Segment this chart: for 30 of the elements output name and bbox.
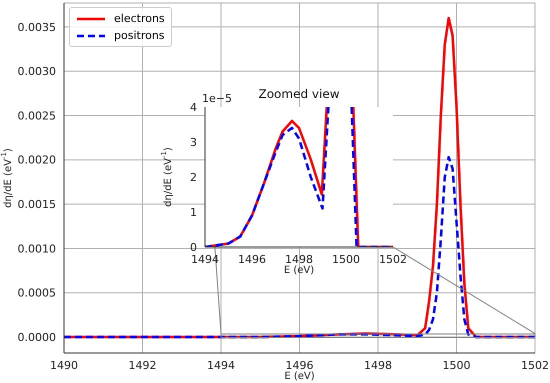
- x-axis-title: E (eV): [284, 370, 315, 382]
- y-tick-label: 0.0010: [18, 242, 56, 256]
- y-tick-label: 0.0015: [18, 198, 56, 212]
- x-tick-label: 1498: [364, 358, 392, 372]
- y-tick-label: 0.0030: [18, 65, 56, 78]
- y-tick-label: 0.0035: [18, 20, 56, 34]
- x-tick-label: 1496: [238, 252, 266, 266]
- y-tick-label: 1: [190, 206, 197, 219]
- annotation: 1e−5: [202, 92, 232, 105]
- x-tick-label: 1496: [286, 358, 314, 372]
- x-tick-label: 1494: [207, 358, 235, 372]
- legend-label: positrons: [114, 29, 165, 42]
- x-tick-label: 1502: [379, 252, 407, 266]
- y-tick-label: 3: [190, 136, 197, 149]
- x-tick-label: 1492: [128, 358, 156, 372]
- y-tick-label: 0.0005: [18, 286, 56, 300]
- x-axis-title: E (eV): [284, 264, 314, 276]
- x-tick-label: 1498: [285, 252, 313, 266]
- y-tick-label: 2: [190, 170, 197, 184]
- x-tick-label: 1502: [521, 358, 549, 372]
- y-tick-label: 4: [190, 100, 197, 114]
- x-tick-label: 1500: [332, 252, 360, 266]
- y-tick-label: 0.0020: [18, 154, 56, 167]
- chart-title: Zoomed view: [258, 87, 340, 101]
- y-tick-label: 0: [190, 240, 197, 254]
- x-tick-label: 1490: [50, 358, 78, 372]
- x-tick-label: 1500: [442, 358, 470, 372]
- legend-label: electrons: [114, 12, 165, 25]
- y-tick-label: 0.0025: [18, 109, 56, 122]
- y-tick-label: 0.0000: [18, 330, 56, 344]
